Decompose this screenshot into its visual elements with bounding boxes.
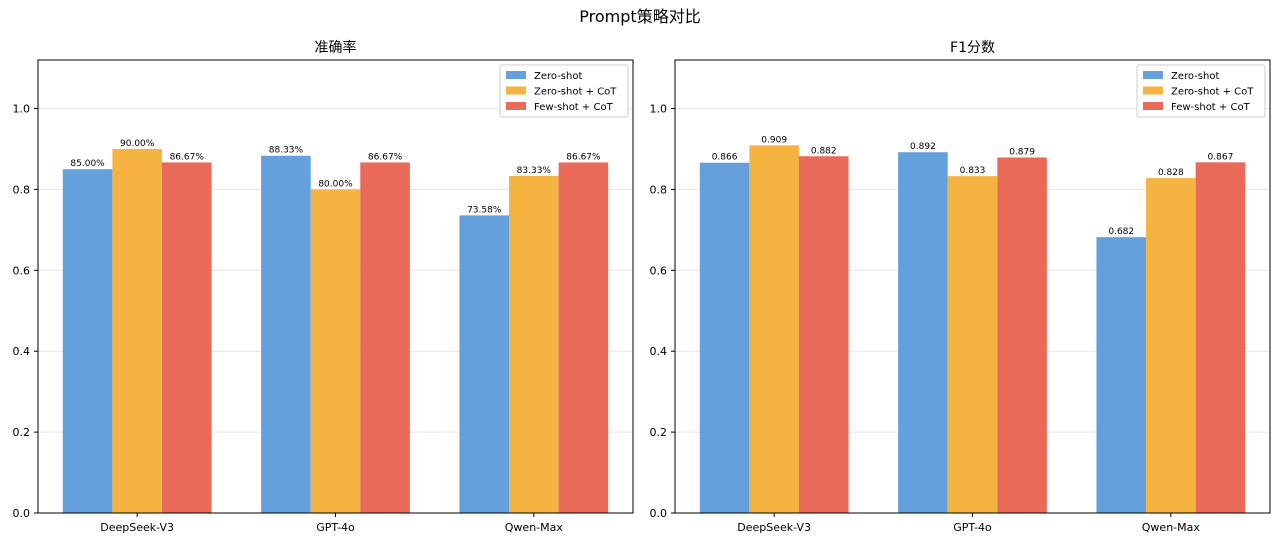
bar-zero-shot-1 — [261, 155, 311, 513]
legend: Zero-shot Zero-shot + CoT Few-shot + CoT — [1136, 64, 1266, 118]
data-label: 80.00% — [318, 179, 353, 189]
data-label: 0.879 — [1009, 147, 1035, 157]
data-label: 86.67% — [368, 152, 403, 162]
legend-label-zero-shot-cot: Zero-shot + CoT — [1171, 87, 1254, 98]
chart-title: F1分数 — [950, 40, 995, 56]
bar-zero-shot-2 — [1096, 237, 1147, 514]
figure-title: Prompt策略对比 — [579, 7, 700, 26]
y-tick-label: 0.0 — [13, 507, 31, 520]
legend-swatch-zero-shot — [1143, 71, 1163, 79]
bar-few-shot-cot-2 — [558, 162, 609, 513]
category-label: Qwen-Max — [1142, 521, 1201, 534]
data-label: 0.682 — [1108, 227, 1134, 237]
data-label: 0.892 — [910, 142, 936, 152]
y-tick-label: 0.6 — [13, 264, 31, 277]
data-label: 0.828 — [1158, 168, 1184, 178]
bar-zero-shot-cot-2 — [1146, 178, 1196, 513]
bar-few-shot-cot-2 — [1195, 162, 1246, 513]
bar-zero-shot-2 — [459, 215, 510, 513]
data-label: 73.58% — [467, 205, 502, 215]
bar-few-shot-cot-1 — [360, 162, 410, 513]
legend-label-zero-shot: Zero-shot — [534, 71, 582, 82]
y-tick-label: 0.0 — [650, 507, 668, 520]
axes-frame — [674, 59, 1271, 514]
legend-swatch-few-shot-cot — [1143, 102, 1163, 110]
data-label: 0.882 — [811, 146, 837, 156]
category-label: GPT-4o — [953, 521, 992, 534]
bar-zero-shot-1 — [898, 152, 948, 514]
legend-swatch-few-shot-cot — [506, 102, 526, 110]
legend: Zero-shot Zero-shot + CoT Few-shot + CoT — [499, 64, 629, 118]
category-label: DeepSeek-V3 — [737, 521, 811, 534]
bar-few-shot-cot-1 — [997, 157, 1047, 513]
bar-zero-shot-cot-1 — [947, 176, 998, 514]
bar-zero-shot-0 — [62, 169, 113, 513]
y-tick-label: 1.0 — [13, 103, 31, 116]
y-tick-label: 0.8 — [650, 183, 668, 196]
legend-swatch-zero-shot — [506, 71, 526, 79]
y-tick-label: 0.6 — [650, 264, 668, 277]
bar-zero-shot-cot-1 — [310, 189, 361, 513]
chart-title: 准确率 — [315, 39, 357, 56]
y-tick-label: 1.0 — [650, 103, 668, 116]
f1-score-chart: F1分数 0.0 0.2 0.4 0.6 0.8 1.0 0.866 0.892 0.682 0.9… — [650, 40, 1271, 534]
bar-zero-shot-0 — [699, 162, 750, 513]
y-tick-label: 0.4 — [13, 345, 31, 358]
legend-box — [499, 64, 629, 118]
legend-label-few-shot-cot: Few-shot + CoT — [1171, 102, 1251, 113]
category-label: DeepSeek-V3 — [100, 521, 174, 534]
axes-frame — [37, 59, 634, 514]
bar-few-shot-cot-0 — [161, 162, 212, 513]
data-label: 85.00% — [70, 159, 105, 169]
legend-box — [1136, 64, 1266, 118]
y-tick-label: 0.8 — [13, 183, 31, 196]
data-label: 90.00% — [120, 139, 155, 149]
y-tick-label: 0.4 — [650, 345, 668, 358]
legend-swatch-zero-shot-cot — [1143, 86, 1163, 95]
y-tick-label: 0.2 — [13, 426, 31, 439]
bar-few-shot-cot-0 — [798, 156, 849, 513]
category-label: Qwen-Max — [505, 521, 564, 534]
data-label: 0.866 — [712, 153, 738, 163]
legend-label-zero-shot-cot: Zero-shot + CoT — [534, 87, 617, 98]
data-label: 0.833 — [960, 166, 986, 176]
category-label: GPT-4o — [316, 521, 355, 534]
bar-zero-shot-cot-0 — [112, 148, 162, 513]
data-label: 86.67% — [170, 152, 205, 162]
legend-label-few-shot-cot: Few-shot + CoT — [534, 102, 614, 113]
y-tick-label: 0.2 — [650, 426, 668, 439]
bar-zero-shot-cot-2 — [509, 175, 559, 514]
data-label: 0.909 — [761, 135, 787, 145]
accuracy-chart: 准确率 0.0 0.2 0.4 0.6 0.8 1.0 85.00% 88.33% 73.58% 9… — [13, 39, 634, 534]
legend-label-zero-shot: Zero-shot — [1171, 71, 1219, 82]
data-label: 83.33% — [517, 166, 552, 176]
data-label: 88.33% — [269, 146, 304, 156]
legend-swatch-zero-shot-cot — [506, 86, 526, 95]
data-label: 0.867 — [1208, 152, 1234, 162]
data-label: 86.67% — [566, 152, 601, 162]
bar-zero-shot-cot-0 — [749, 145, 799, 513]
